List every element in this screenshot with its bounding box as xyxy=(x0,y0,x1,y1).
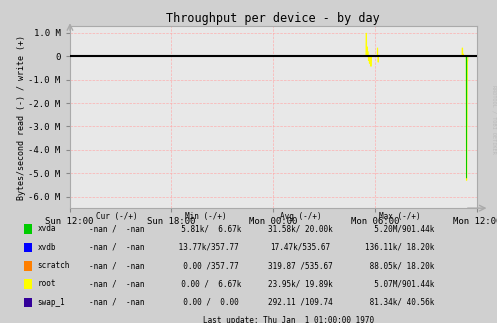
Text: Min (-/+): Min (-/+) xyxy=(185,212,227,221)
Text: -nan /  -nan: -nan / -nan xyxy=(89,261,145,270)
Text: 292.11 /109.74: 292.11 /109.74 xyxy=(268,298,333,307)
Text: 319.87 /535.67: 319.87 /535.67 xyxy=(268,261,333,270)
Text: 17.47k/535.67: 17.47k/535.67 xyxy=(271,243,331,252)
Text: -nan /  -nan: -nan / -nan xyxy=(89,243,145,252)
Text: 0.00 /  6.67k: 0.00 / 6.67k xyxy=(171,279,241,288)
Text: 136.11k/ 18.20k: 136.11k/ 18.20k xyxy=(365,243,435,252)
Text: 88.05k/ 18.20k: 88.05k/ 18.20k xyxy=(365,261,435,270)
Text: 81.34k/ 40.56k: 81.34k/ 40.56k xyxy=(365,298,435,307)
Text: Last update: Thu Jan  1 01:00:00 1970: Last update: Thu Jan 1 01:00:00 1970 xyxy=(203,316,374,323)
Text: RRDTOOL / TOBI OETIKER: RRDTOOL / TOBI OETIKER xyxy=(491,85,496,154)
Text: 5.20M/901.44k: 5.20M/901.44k xyxy=(365,224,435,233)
Text: 23.95k/ 19.89k: 23.95k/ 19.89k xyxy=(268,279,333,288)
Text: Max (-/+): Max (-/+) xyxy=(379,212,421,221)
Y-axis label: Bytes/second read (-) / write (+): Bytes/second read (-) / write (+) xyxy=(16,35,25,200)
Text: 5.81k/  6.67k: 5.81k/ 6.67k xyxy=(171,224,241,233)
Text: xvdb: xvdb xyxy=(37,243,56,252)
Text: root: root xyxy=(37,279,56,288)
Text: 0.00 /  0.00: 0.00 / 0.00 xyxy=(174,298,239,307)
Text: xvda: xvda xyxy=(37,224,56,233)
Text: 13.77k/357.77: 13.77k/357.77 xyxy=(174,243,239,252)
Text: Avg (-/+): Avg (-/+) xyxy=(280,212,322,221)
Text: -nan /  -nan: -nan / -nan xyxy=(89,279,145,288)
Text: swap_1: swap_1 xyxy=(37,298,65,307)
Text: 31.58k/ 20.00k: 31.58k/ 20.00k xyxy=(268,224,333,233)
Text: scratch: scratch xyxy=(37,261,70,270)
Text: 0.00 /357.77: 0.00 /357.77 xyxy=(174,261,239,270)
Text: Cur (-/+): Cur (-/+) xyxy=(96,212,138,221)
Text: 5.07M/901.44k: 5.07M/901.44k xyxy=(365,279,435,288)
Title: Throughput per device - by day: Throughput per device - by day xyxy=(166,12,380,25)
Text: -nan /  -nan: -nan / -nan xyxy=(89,224,145,233)
Text: -nan /  -nan: -nan / -nan xyxy=(89,298,145,307)
